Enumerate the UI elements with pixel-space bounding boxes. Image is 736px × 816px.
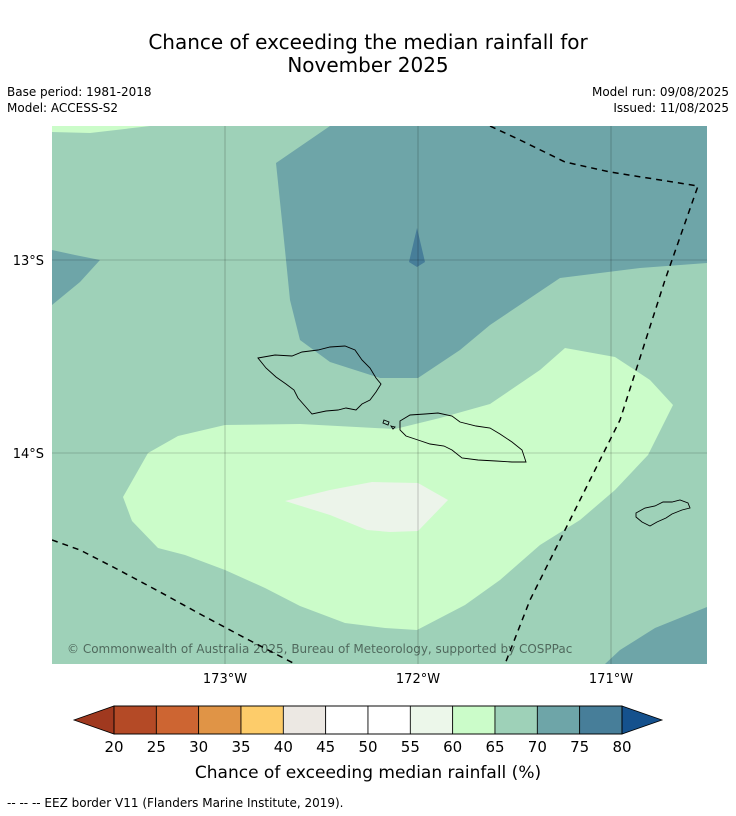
map-title: Chance of exceeding the median rainfall …: [0, 31, 736, 77]
lon-label-171w: 171°W: [589, 672, 633, 687]
colorbar-ticks: 20 25 30 35 40 45 50 55 60 65 70 75 80: [104, 738, 631, 756]
colorbar-cell: [579, 705, 623, 735]
island-manono: [382, 419, 390, 426]
colorbar-tick-label: 25: [147, 738, 166, 756]
colorbar-cell: [155, 705, 200, 735]
island-upolu: [399, 412, 527, 463]
colorbar-cell: [367, 705, 411, 735]
island-tutuila: [635, 499, 691, 527]
meta-left: Base period: 1981-2018 Model: ACCESS-S2: [7, 84, 152, 116]
lat-label-14s: 14°S: [13, 447, 44, 462]
band-75-80-spike: [409, 228, 425, 267]
model-run: Model run: 09/08/2025: [591, 85, 729, 99]
colorbar-extend-low: [72, 705, 115, 735]
meta-right: Model run: 09/08/2025 Issued: 11/08/2025: [592, 84, 729, 116]
colorbar-cell: [494, 705, 538, 735]
eez-borders: [52, 126, 700, 664]
colorbar-tick-label: 30: [189, 738, 208, 756]
colorbar-tick-label: 70: [528, 738, 547, 756]
lat-label-13s: 13°S: [13, 254, 44, 269]
colorbar-tick-label: 20: [104, 738, 123, 756]
island-apolima: [389, 425, 396, 430]
colorbar-cell: [325, 705, 369, 735]
island-savaii: [257, 345, 382, 415]
copyright-notice: © Commonwealth of Australia 2025, Bureau…: [67, 642, 572, 656]
colorbar-cell: [452, 705, 496, 735]
lon-label-173w: 173°W: [203, 672, 247, 687]
axis-labels: 13°S 14°S 173°W 172°W 171°W: [13, 254, 634, 687]
colorbar-tick-label: 55: [401, 738, 420, 756]
colorbar-cell: [282, 705, 327, 735]
issued-date: Issued: 11/08/2025: [613, 101, 729, 115]
colorbar-tick-label: 65: [485, 738, 504, 756]
band-70-75-north: [276, 126, 707, 378]
title-line-1: Chance of exceeding the median rainfall …: [148, 30, 588, 54]
colorbar-tick-label: 60: [443, 738, 462, 756]
eez-footnote: -- -- -- EEZ border V11 (Flanders Marine…: [7, 796, 344, 810]
band-70-75-west: [52, 250, 100, 305]
colorbar-cell: [240, 705, 284, 735]
colorbar-tick-label: 50: [358, 738, 377, 756]
colorbar-tick-label: 80: [612, 738, 631, 756]
colorbar: 20 25 30 35 40 45 50 55 60 65 70 75 80 Chance of exc…: [72, 705, 664, 783]
colorbar-label: Chance of exceeding median rainfall (%): [195, 763, 541, 783]
colorbar-cell: [113, 705, 157, 735]
colorbar-tick-label: 75: [570, 738, 589, 756]
colorbar-tick-label: 45: [316, 738, 335, 756]
band-70-75-southeast: [605, 607, 707, 664]
colorbar-cell: [198, 705, 242, 735]
map-panel: © Commonwealth of Australia 2025, Bureau…: [52, 126, 707, 664]
band-60-65-topleft: [52, 126, 150, 133]
colorbar-tick-label: 40: [274, 738, 293, 756]
band-55-60-inner: [285, 482, 448, 532]
colorbar-cell: [536, 705, 581, 735]
colorbar-cell: [409, 705, 454, 735]
model-name: Model: ACCESS-S2: [7, 101, 119, 115]
base-period: Base period: 1981-2018: [7, 85, 152, 99]
coastlines: [257, 345, 691, 527]
colorbar-cells: [113, 705, 623, 735]
colorbar-tick-label: 35: [231, 738, 250, 756]
colorbar-extend-high: [621, 705, 664, 735]
lon-label-172w: 172°W: [396, 672, 440, 687]
colorbar-frame: [113, 705, 623, 735]
title-line-2: November 2025: [287, 53, 449, 77]
eez-border-east: [489, 126, 700, 664]
graticule: [52, 126, 707, 664]
